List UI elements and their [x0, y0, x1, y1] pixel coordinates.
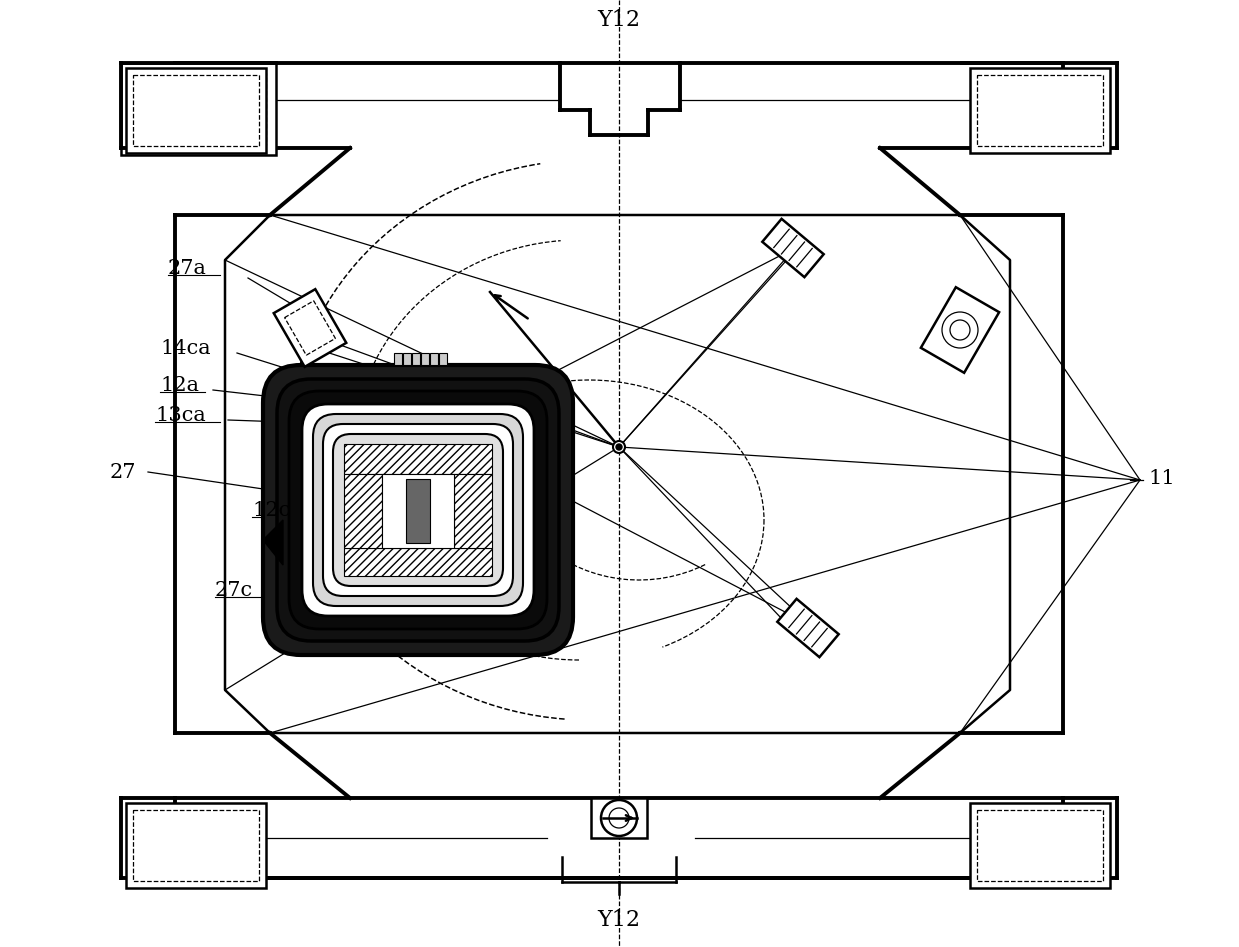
- Circle shape: [601, 800, 637, 836]
- FancyBboxPatch shape: [289, 391, 546, 629]
- Text: 27: 27: [110, 462, 136, 481]
- Circle shape: [950, 320, 970, 340]
- Bar: [394, 353, 401, 365]
- Polygon shape: [777, 599, 839, 657]
- Bar: [413, 353, 420, 365]
- Text: 12a: 12a: [160, 376, 199, 395]
- FancyBboxPatch shape: [333, 434, 503, 586]
- Bar: [591, 798, 647, 838]
- Bar: [978, 75, 1103, 146]
- Bar: [344, 444, 492, 474]
- Text: 13ca: 13ca: [155, 405, 206, 424]
- Bar: [970, 68, 1110, 153]
- Text: 11: 11: [1149, 469, 1175, 488]
- Bar: [126, 68, 266, 153]
- Bar: [133, 75, 259, 146]
- Bar: [406, 479, 430, 543]
- Bar: [978, 810, 1103, 881]
- Polygon shape: [762, 219, 824, 277]
- Bar: [344, 474, 382, 548]
- Bar: [344, 548, 492, 576]
- Circle shape: [610, 808, 629, 828]
- Circle shape: [616, 444, 622, 450]
- FancyBboxPatch shape: [313, 414, 523, 606]
- Text: 27a: 27a: [169, 259, 207, 277]
- Bar: [126, 803, 266, 888]
- Circle shape: [942, 312, 978, 348]
- FancyBboxPatch shape: [263, 365, 572, 655]
- Text: Y12: Y12: [597, 909, 641, 931]
- Bar: [439, 353, 447, 365]
- FancyBboxPatch shape: [302, 404, 534, 616]
- Text: 12c: 12c: [252, 501, 290, 520]
- FancyBboxPatch shape: [278, 379, 559, 641]
- Text: Y12: Y12: [597, 9, 641, 31]
- Bar: [382, 474, 453, 548]
- Bar: [403, 353, 411, 365]
- Polygon shape: [274, 289, 346, 366]
- Polygon shape: [921, 287, 999, 373]
- Bar: [421, 353, 429, 365]
- Text: 27c: 27c: [216, 581, 253, 599]
- Circle shape: [613, 441, 624, 453]
- Bar: [970, 803, 1110, 888]
- Bar: [430, 353, 439, 365]
- Bar: [131, 73, 266, 145]
- FancyBboxPatch shape: [323, 424, 513, 596]
- Polygon shape: [263, 520, 282, 565]
- Bar: [133, 810, 259, 881]
- Text: 14ca: 14ca: [160, 338, 211, 358]
- Bar: [121, 63, 276, 155]
- Bar: [453, 474, 492, 548]
